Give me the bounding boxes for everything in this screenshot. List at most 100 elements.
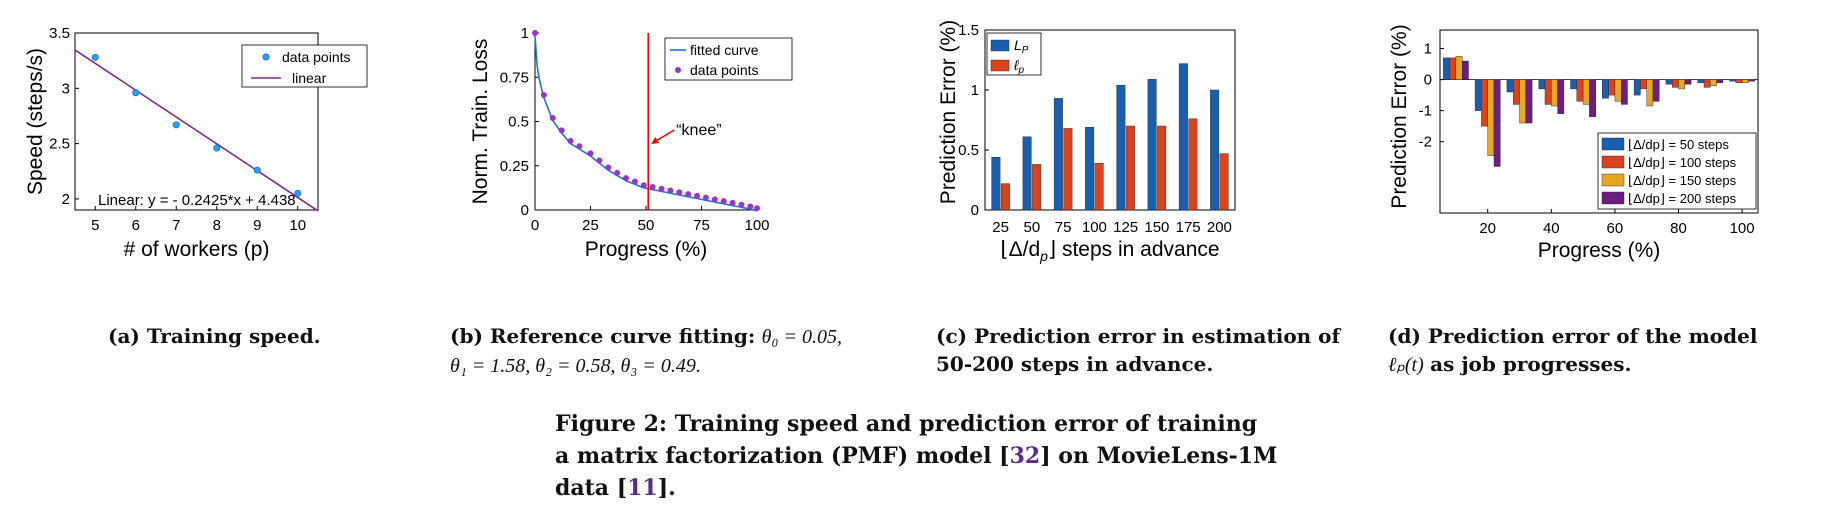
data-point — [667, 187, 674, 194]
data-point — [614, 169, 621, 176]
bar — [1640, 79, 1647, 90]
legend-box — [1597, 132, 1757, 210]
bar — [1608, 79, 1616, 96]
bar — [1188, 118, 1198, 211]
data-point — [702, 194, 709, 201]
legend-label-subscript: p — [1018, 65, 1025, 76]
data-point — [605, 164, 612, 171]
x-tick-label: 100 — [1082, 219, 1107, 236]
legend-label: ⌊Δ/dp⌋ = 50 steps — [1628, 137, 1729, 152]
y-tick-label: 2 — [62, 191, 70, 208]
bar — [1474, 79, 1482, 111]
y-tick-label: 1 — [971, 82, 979, 99]
y-tick-label: 3.5 — [49, 25, 70, 42]
data-point — [676, 189, 683, 196]
x-tick-label: 0 — [531, 217, 539, 234]
bar — [1487, 79, 1495, 156]
y-tick-label: 1 — [521, 25, 529, 42]
x-tick-label: 60 — [1607, 220, 1624, 237]
knee-arrow-head — [651, 137, 660, 144]
bar — [1678, 79, 1686, 90]
bar — [1125, 125, 1135, 211]
y-axis-label: Speed (steps/s) — [24, 48, 47, 195]
caption-d: (d) Prediction error of the model ℓₚ(t) … — [1388, 322, 1808, 379]
legend-dot-icon — [262, 53, 270, 61]
x-tick-label: 7 — [172, 217, 180, 234]
figure-caption-line3b: ]. — [657, 475, 676, 501]
bar — [1053, 98, 1063, 211]
figure-caption: Figure 2: Training speed and prediction … — [555, 408, 1315, 504]
citation-link-32[interactable]: 32 — [1009, 443, 1041, 469]
legend-swatch — [990, 59, 1010, 72]
data-point — [540, 91, 547, 98]
bar — [1589, 79, 1596, 118]
bar — [1710, 79, 1717, 87]
chart-b: 0 25 50 75 100 0 0.25 0.5 0.75 1 “knee” fitted curv… — [469, 25, 793, 261]
y-tick-label: 0 — [1424, 72, 1432, 89]
legend-label-subscript: P — [1022, 45, 1029, 56]
x-tick-label: 100 — [1730, 220, 1755, 237]
caption-b-theta123: θ₁ = 1.58, θ₂ = 0.58, θ₃ = 0.49. — [450, 355, 701, 377]
data-point — [532, 30, 538, 36]
x-axis-label-subscript: p — [1039, 248, 1048, 264]
fitted-curve-line — [534, 35, 758, 212]
plot-frame — [74, 32, 319, 211]
caption-c: (c) Prediction error in estimation of 50… — [936, 322, 1356, 378]
data-point — [213, 144, 221, 152]
legend-label: ⌊Δ/dp⌋ = 100 steps — [1628, 155, 1737, 170]
bar — [1147, 78, 1157, 211]
x-axis-label: Progress (%) — [585, 238, 708, 261]
data-point — [558, 127, 565, 134]
data-point — [623, 175, 630, 182]
data-point — [711, 196, 718, 203]
legend-dot-icon — [675, 67, 681, 73]
bar — [1544, 79, 1552, 105]
x-tick-label: 80 — [1670, 220, 1687, 237]
figure-caption-line3a: data [ — [555, 475, 628, 501]
x-tick-label: 6 — [132, 217, 140, 234]
bar — [1729, 79, 1737, 82]
x-tick-label: 40 — [1543, 220, 1560, 237]
knee-arrow — [653, 129, 675, 143]
figure-caption-line1: Figure 2: Training speed and prediction … — [555, 411, 1258, 437]
bar — [1063, 128, 1073, 211]
bar — [1525, 79, 1533, 124]
x-tick-label: 75 — [693, 217, 710, 234]
bar — [1519, 79, 1527, 124]
y-tick-label: 2.5 — [49, 136, 70, 153]
figure-caption-line2a: a matrix factorization (PMF) model [ — [555, 443, 1010, 469]
data-point — [587, 150, 594, 157]
bar — [1210, 89, 1220, 211]
legend-label: ⌊Δ/dp⌋ = 150 steps — [1628, 173, 1737, 188]
data-point — [658, 185, 665, 192]
x-tick-label: 25 — [992, 219, 1009, 236]
data-point — [567, 137, 574, 144]
bar — [1602, 79, 1609, 99]
data-point — [729, 199, 736, 206]
plot-frame — [1439, 29, 1759, 214]
x-tick-label: 50 — [1024, 219, 1041, 236]
bar — [1684, 79, 1692, 85]
bar — [1576, 79, 1584, 102]
legend-label: ℓp — [1013, 57, 1025, 76]
data-point — [549, 114, 556, 121]
x-axis-label-rest: ⌋ steps in advance — [1048, 238, 1220, 261]
caption-b-theta0: θ₀ = 0.05, — [761, 326, 842, 348]
linear-fit-line — [74, 49, 319, 212]
bar — [1449, 57, 1457, 80]
x-tick-label: 200 — [1207, 219, 1232, 236]
x-axis-label: # of workers (p) — [124, 238, 270, 261]
bar — [1646, 79, 1654, 107]
x-tick-label: 75 — [1055, 219, 1072, 236]
caption-a: (a) Training speed. — [108, 322, 321, 350]
bar — [1219, 153, 1229, 211]
y-tick-label: -2 — [1419, 134, 1432, 151]
data-point — [640, 182, 647, 189]
x-tick-label: 125 — [1113, 219, 1138, 236]
data-point — [631, 178, 638, 185]
citation-link-11[interactable]: 11 — [627, 475, 658, 501]
data-point — [738, 201, 745, 208]
y-tick-label: 1 — [1424, 41, 1432, 58]
bar — [1512, 79, 1520, 105]
legend-label: fitted curve — [690, 42, 759, 58]
